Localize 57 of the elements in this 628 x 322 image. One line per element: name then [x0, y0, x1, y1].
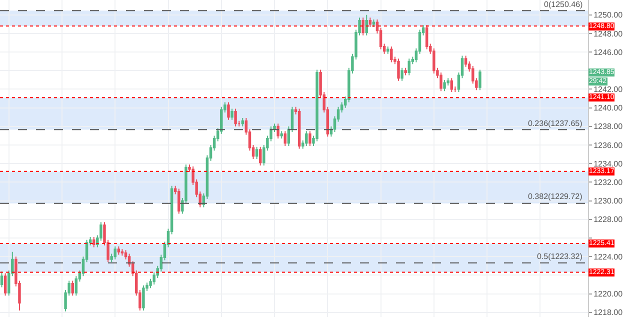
- candlestick: [178, 188, 180, 214]
- candlestick: [230, 108, 234, 120]
- candlestick: [404, 67, 407, 76]
- y-tick-label: 1250.00: [594, 10, 624, 20]
- candlestick: [400, 67, 404, 82]
- candlestick: [280, 130, 283, 140]
- y-tick-label: 1228.00: [594, 215, 624, 224]
- candlestick: [234, 108, 237, 127]
- candlestick: [450, 78, 453, 93]
- candlestick: [390, 46, 393, 63]
- y-tick-label: 1224.00: [594, 252, 624, 262]
- y-tick-label: 1230.00: [594, 196, 624, 206]
- candlestick: [478, 69, 482, 91]
- ref-line-label: 0.236(1237.65): [528, 119, 583, 128]
- candlestick: [114, 246, 116, 260]
- candlestick: [142, 284, 145, 311]
- candlestick: [255, 146, 258, 160]
- candlestick: [227, 102, 230, 120]
- candlestick: [284, 130, 287, 146]
- candlestick: [372, 19, 376, 28]
- candlestick: [0, 270, 4, 288]
- candlestick: [120, 248, 124, 256]
- candlestick: [425, 24, 428, 50]
- candlestick: [386, 46, 390, 54]
- y-tick-label: 1220.00: [594, 290, 624, 299]
- y-tick-label: 1240.00: [594, 104, 624, 113]
- candlestick: [365, 14, 368, 36]
- candlestick: [298, 108, 301, 150]
- y-tick-label: 1238.00: [594, 122, 624, 132]
- candlestick: [4, 272, 7, 296]
- candlestick: [397, 58, 400, 82]
- y-tick-label: 1246.00: [594, 48, 624, 57]
- y-tick-label: 1236.00: [594, 140, 624, 150]
- candlestick: [316, 69, 318, 142]
- candlestick: [308, 130, 312, 146]
- candlestick: [117, 246, 120, 256]
- candlestick: [440, 72, 442, 92]
- candlestick: [241, 118, 244, 127]
- candlestick: [258, 146, 262, 166]
- ref-line-label: 0(1250.46): [544, 0, 584, 9]
- candlestick: [305, 130, 308, 146]
- candlestick: [276, 123, 280, 140]
- y-tick-label: 1232.00: [594, 178, 624, 188]
- y-tick-label: 1234.00: [594, 159, 624, 168]
- candlestick: [92, 236, 96, 248]
- candlestick: [432, 48, 436, 74]
- y-tick-label: 1248.00: [594, 29, 624, 38]
- ref-line-label: 0.5(1223.32): [537, 252, 583, 261]
- candlestick: [71, 280, 74, 296]
- candlestick: [408, 58, 410, 76]
- candlestick: [443, 79, 446, 92]
- y-tick-label: 1242.00: [594, 85, 624, 94]
- y-tick-label: 1218.00: [594, 308, 624, 318]
- candlestick: [362, 17, 364, 36]
- ref-line-label: 0.382(1229.72): [528, 192, 583, 201]
- candlestick: [464, 55, 468, 68]
- candlestick: [368, 17, 372, 28]
